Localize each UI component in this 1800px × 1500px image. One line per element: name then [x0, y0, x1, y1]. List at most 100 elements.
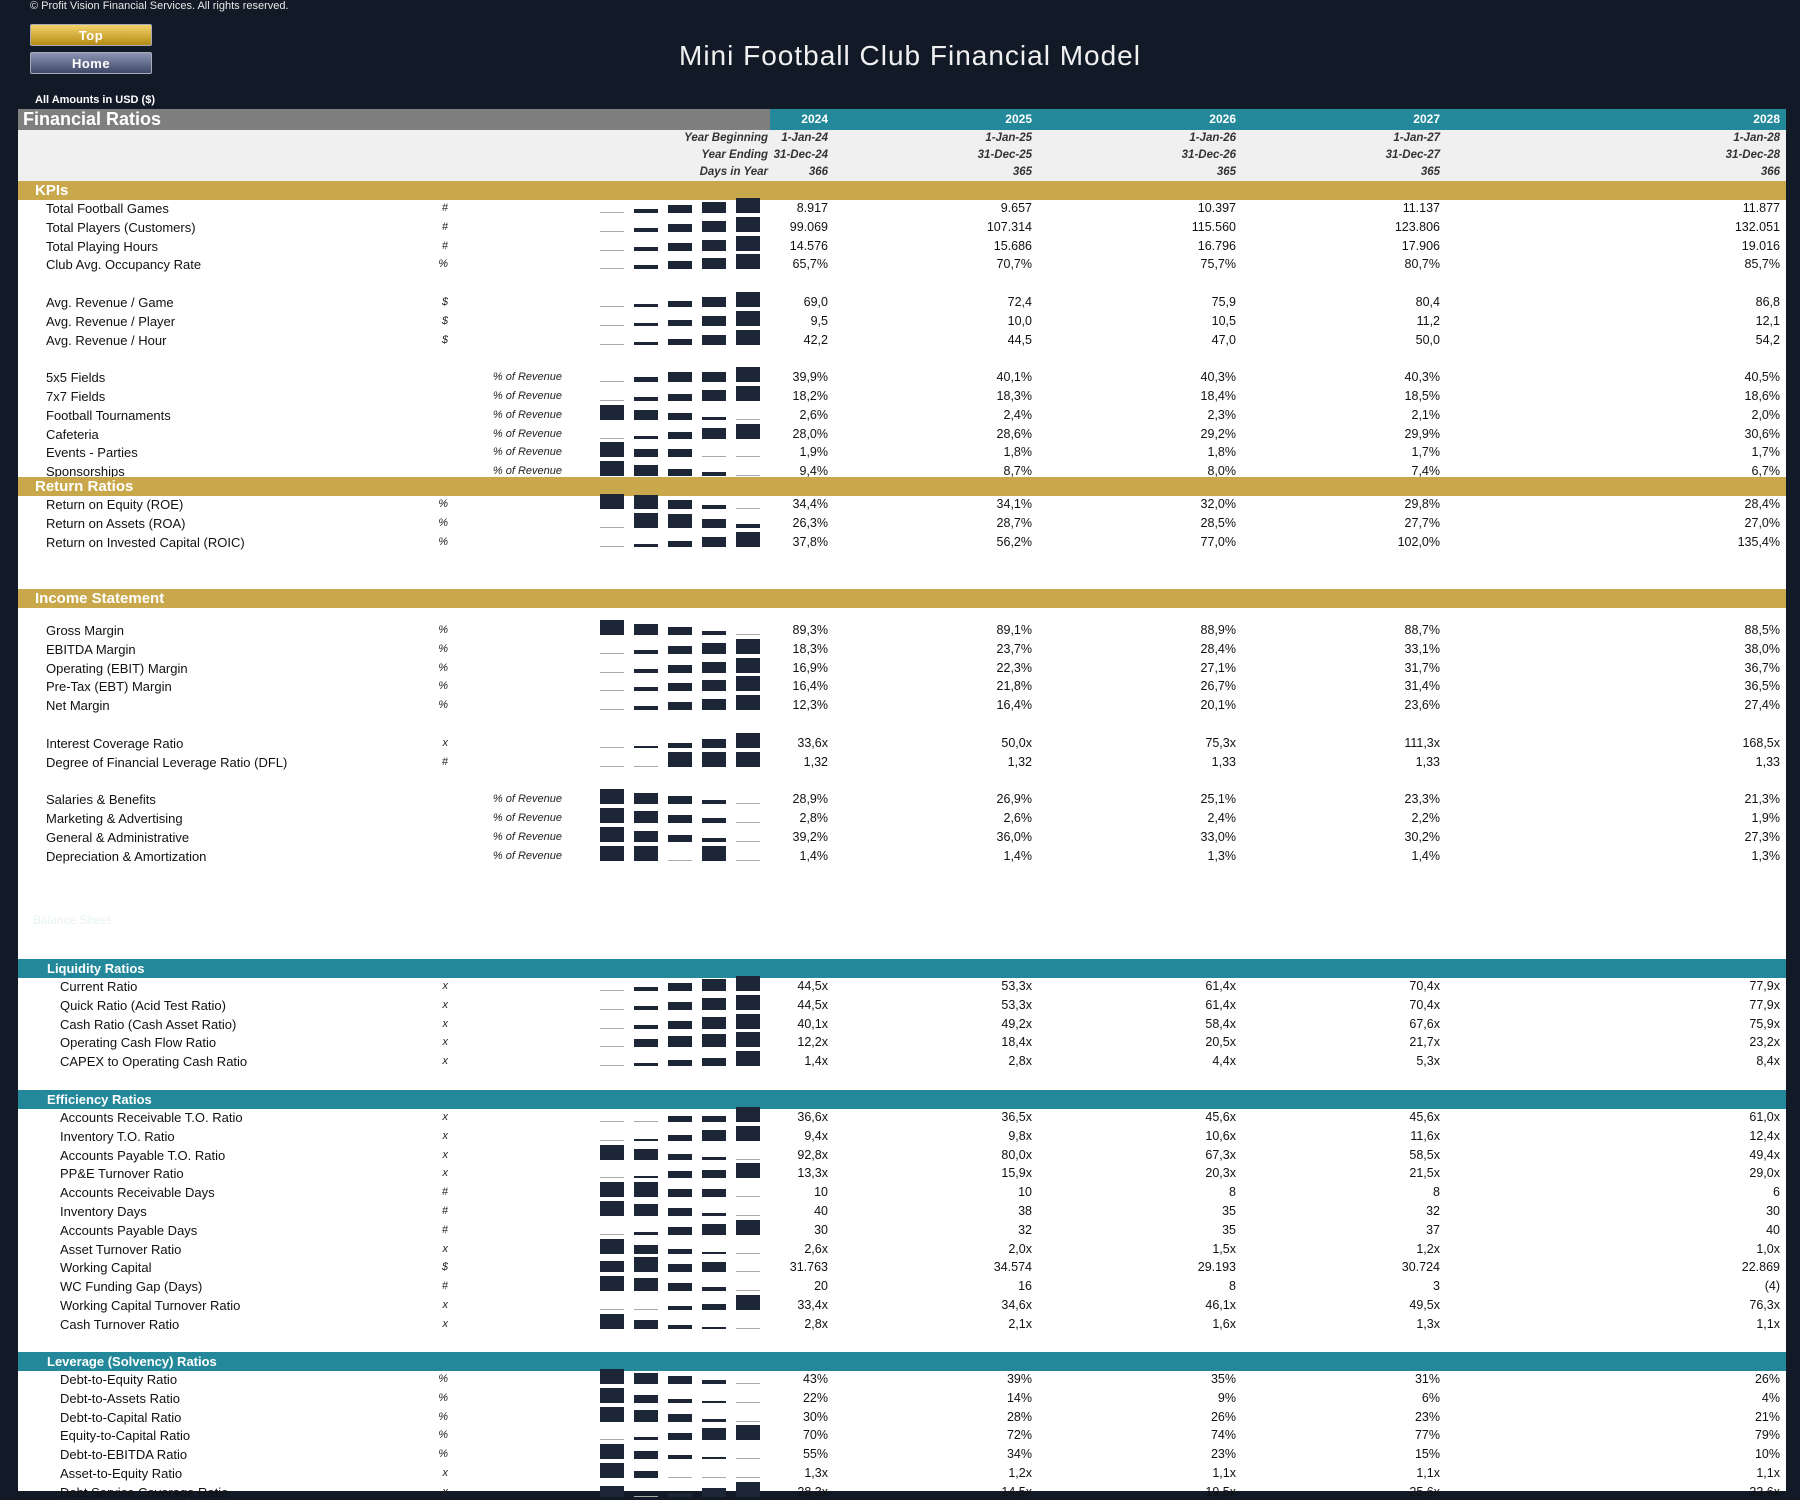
- top-button[interactable]: Top: [30, 24, 152, 46]
- row-unit: #: [441, 755, 448, 768]
- row-value-2027: 2,1%: [1411, 407, 1441, 422]
- row-unit: % of Revenue: [492, 812, 562, 824]
- spark-bar: [668, 1413, 692, 1422]
- row-unit: x: [442, 998, 449, 1011]
- row-value-2028: 28,4%: [1744, 497, 1780, 511]
- spark-bar: [668, 469, 692, 477]
- spark-bar: [600, 1121, 624, 1122]
- spark-bar: [634, 246, 658, 251]
- row-value-2027: 77%: [1414, 1428, 1440, 1443]
- row-value-2025: 34.574: [993, 1260, 1032, 1275]
- spark-bar: [634, 1257, 658, 1273]
- spark-bar: [634, 1063, 658, 1067]
- row-value-2025: 70,7%: [996, 257, 1032, 272]
- spark-bar: [668, 1477, 692, 1478]
- row-label: Sponsorships: [46, 464, 125, 480]
- spark-bar: [736, 456, 760, 458]
- spark-bar: [600, 620, 624, 635]
- row-value-2024: 22%: [802, 1390, 828, 1405]
- row-value-2027: 31,4%: [1404, 679, 1440, 694]
- sparkline: [600, 385, 762, 403]
- spark-bar: [668, 1433, 692, 1441]
- row-value-2028: 19.016: [1741, 238, 1780, 253]
- section-header-liquidity-ratios: Liquidity Ratios: [18, 959, 1786, 978]
- row-value-2027: 31%: [1414, 1372, 1440, 1386]
- row-unit: x: [442, 1129, 449, 1142]
- spark-bar: [600, 1444, 624, 1460]
- spark-bar: [600, 442, 624, 458]
- row-value-2026: 8,0%: [1207, 464, 1237, 479]
- row-value-2025: 1,2x: [1008, 1466, 1032, 1480]
- spark-bar: [668, 645, 692, 654]
- spark-bar: [702, 334, 726, 345]
- amounts-note: All Amounts in USD ($): [35, 94, 155, 106]
- sparkline: [600, 751, 762, 769]
- row-value-2025: 89,1%: [996, 623, 1032, 637]
- sparkline: [600, 1106, 762, 1124]
- spark-bar: [702, 661, 726, 673]
- row-value-2026: 9%: [1217, 1390, 1236, 1405]
- row-value-2028: 27,4%: [1744, 698, 1780, 713]
- spark-bar: [668, 1376, 692, 1384]
- spark-bar: [600, 1065, 624, 1067]
- row-unit: % of Revenue: [492, 465, 562, 478]
- row-value-2024: 69,0: [803, 295, 828, 309]
- period-value: 1-Jan-27: [1393, 132, 1440, 144]
- row-value-2026: 77,0%: [1200, 534, 1236, 549]
- row-value-2026: 67,3x: [1205, 1147, 1236, 1162]
- row-value-2028: 40,5%: [1744, 370, 1780, 385]
- spark-bar: [634, 793, 658, 805]
- row-value-2027: 29,9%: [1404, 426, 1440, 441]
- spark-bar: [702, 1380, 726, 1384]
- row-value-2028: 12,1: [1755, 313, 1780, 328]
- row-unit: #: [441, 202, 448, 214]
- row-unit: % of Revenue: [492, 446, 562, 459]
- row-value-2027: 11,6x: [1410, 1128, 1440, 1143]
- spark-bar: [702, 1287, 726, 1292]
- spark-bar: [736, 1290, 760, 1292]
- home-button[interactable]: Home: [30, 52, 152, 74]
- row-value-2024: 37,8%: [792, 534, 828, 549]
- spark-bar: [702, 518, 726, 528]
- spark-bar: [702, 372, 726, 383]
- row-unit: %: [438, 535, 448, 548]
- row-label: Salaries & Benefits: [46, 792, 156, 808]
- row-value-2026: 26,7%: [1200, 679, 1236, 694]
- row-value-2026: 29.193: [1197, 1260, 1236, 1275]
- row-value-2027: 30,2%: [1404, 829, 1440, 844]
- row-value-2025: 21,8%: [996, 679, 1032, 694]
- row-value-2024: 39,9%: [792, 370, 828, 385]
- spark-bar: [634, 1005, 658, 1010]
- spark-bar: [702, 845, 726, 861]
- row-unit: %: [438, 661, 448, 674]
- spark-bar: [600, 268, 624, 270]
- row-value-2024: 1,32: [803, 754, 828, 769]
- row-unit: % of Revenue: [492, 427, 562, 440]
- row-value-2027: 29,8%: [1404, 497, 1440, 511]
- row-unit: %: [438, 516, 448, 529]
- row-value-2024: 28,0%: [792, 426, 828, 441]
- sparkline: [600, 197, 762, 215]
- row-value-2024: 34,4%: [792, 497, 828, 511]
- spark-bar: [702, 536, 726, 547]
- row-unit: %: [438, 1391, 448, 1404]
- spark-bar: [668, 1226, 692, 1235]
- row-value-2026: 35: [1222, 1222, 1236, 1237]
- row-label: Avg. Revenue / Player: [46, 313, 176, 329]
- sparkline: [600, 1424, 762, 1442]
- spark-bar: [736, 1425, 760, 1441]
- spark-bar: [736, 1051, 760, 1067]
- spark-bar: [634, 265, 658, 270]
- sparkline: [600, 253, 762, 271]
- row-label: PP&E Turnover Ratio: [60, 1166, 184, 1182]
- row-value-2025: 2,6%: [1003, 811, 1033, 825]
- row-value-2025: 10: [1018, 1185, 1032, 1200]
- spark-bar: [736, 1196, 760, 1198]
- spark-bar: [668, 1171, 692, 1179]
- row-value-2026: 8: [1229, 1185, 1236, 1200]
- row-value-2028: 61,0x: [1749, 1110, 1780, 1124]
- row-label: CAPEX to Operating Cash Ratio: [60, 1054, 248, 1070]
- row-value-2026: 75,3x: [1205, 735, 1236, 750]
- spark-bar: [634, 1451, 658, 1460]
- spark-bar: [600, 324, 624, 326]
